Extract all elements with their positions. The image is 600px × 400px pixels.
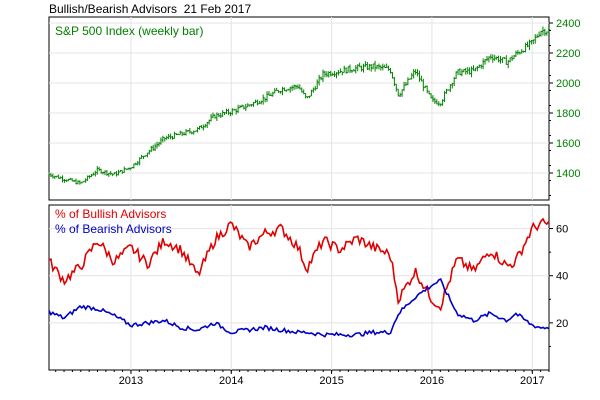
chart-title: Bullish/Bearish Advisors 21 Feb 2017 [49, 2, 252, 16]
x-tick-label: 2017 [520, 375, 544, 387]
price-legend-label: S&P 500 Index (weekly bar) [55, 24, 204, 38]
bearish-legend-label: % of Bearish Advisors [55, 222, 172, 236]
price-panel-frame [48, 16, 550, 201]
advisors-y-tick-label: 40 [556, 271, 568, 283]
x-axis: 2013 2014 2015 2016 2017 [55, 370, 550, 387]
x-tick-label: 2016 [420, 375, 444, 387]
price-y-tick-label: 1400 [556, 168, 580, 180]
advisors-panel-frame [48, 204, 550, 371]
price-y-tick-label: 2000 [556, 78, 580, 90]
advisors-gridlines [49, 205, 549, 370]
price-y-tick-label: 1600 [556, 138, 580, 150]
bullish-line [48, 217, 550, 312]
advisors-y-tick-label: 20 [556, 318, 568, 330]
advisors-y-tick-label: 60 [556, 224, 568, 236]
price-y-tick-label: 2200 [556, 48, 580, 60]
advisors-y-axis: 20 40 60 [549, 224, 568, 347]
price-bars [48, 26, 551, 185]
price-gridlines [49, 17, 549, 200]
bearish-line [48, 278, 550, 338]
x-tick-label: 2015 [319, 375, 343, 387]
bullish-legend-label: % of Bullish Advisors [55, 207, 166, 221]
advisors-lines [48, 217, 550, 338]
x-tick-label: 2014 [219, 375, 243, 387]
price-y-tick-label: 2400 [556, 18, 580, 30]
advisors-panel: 20 40 60 % of Bullish Advisors % of Bearis… [48, 204, 568, 371]
price-panel: 1400 1600 1800 2000 2200 2400 S&P 500 Index (… [48, 16, 580, 201]
price-y-axis: 1400 1600 1800 2000 2200 2400 [549, 18, 580, 196]
x-tick-label: 2013 [119, 375, 143, 387]
price-y-tick-label: 1800 [556, 108, 580, 120]
